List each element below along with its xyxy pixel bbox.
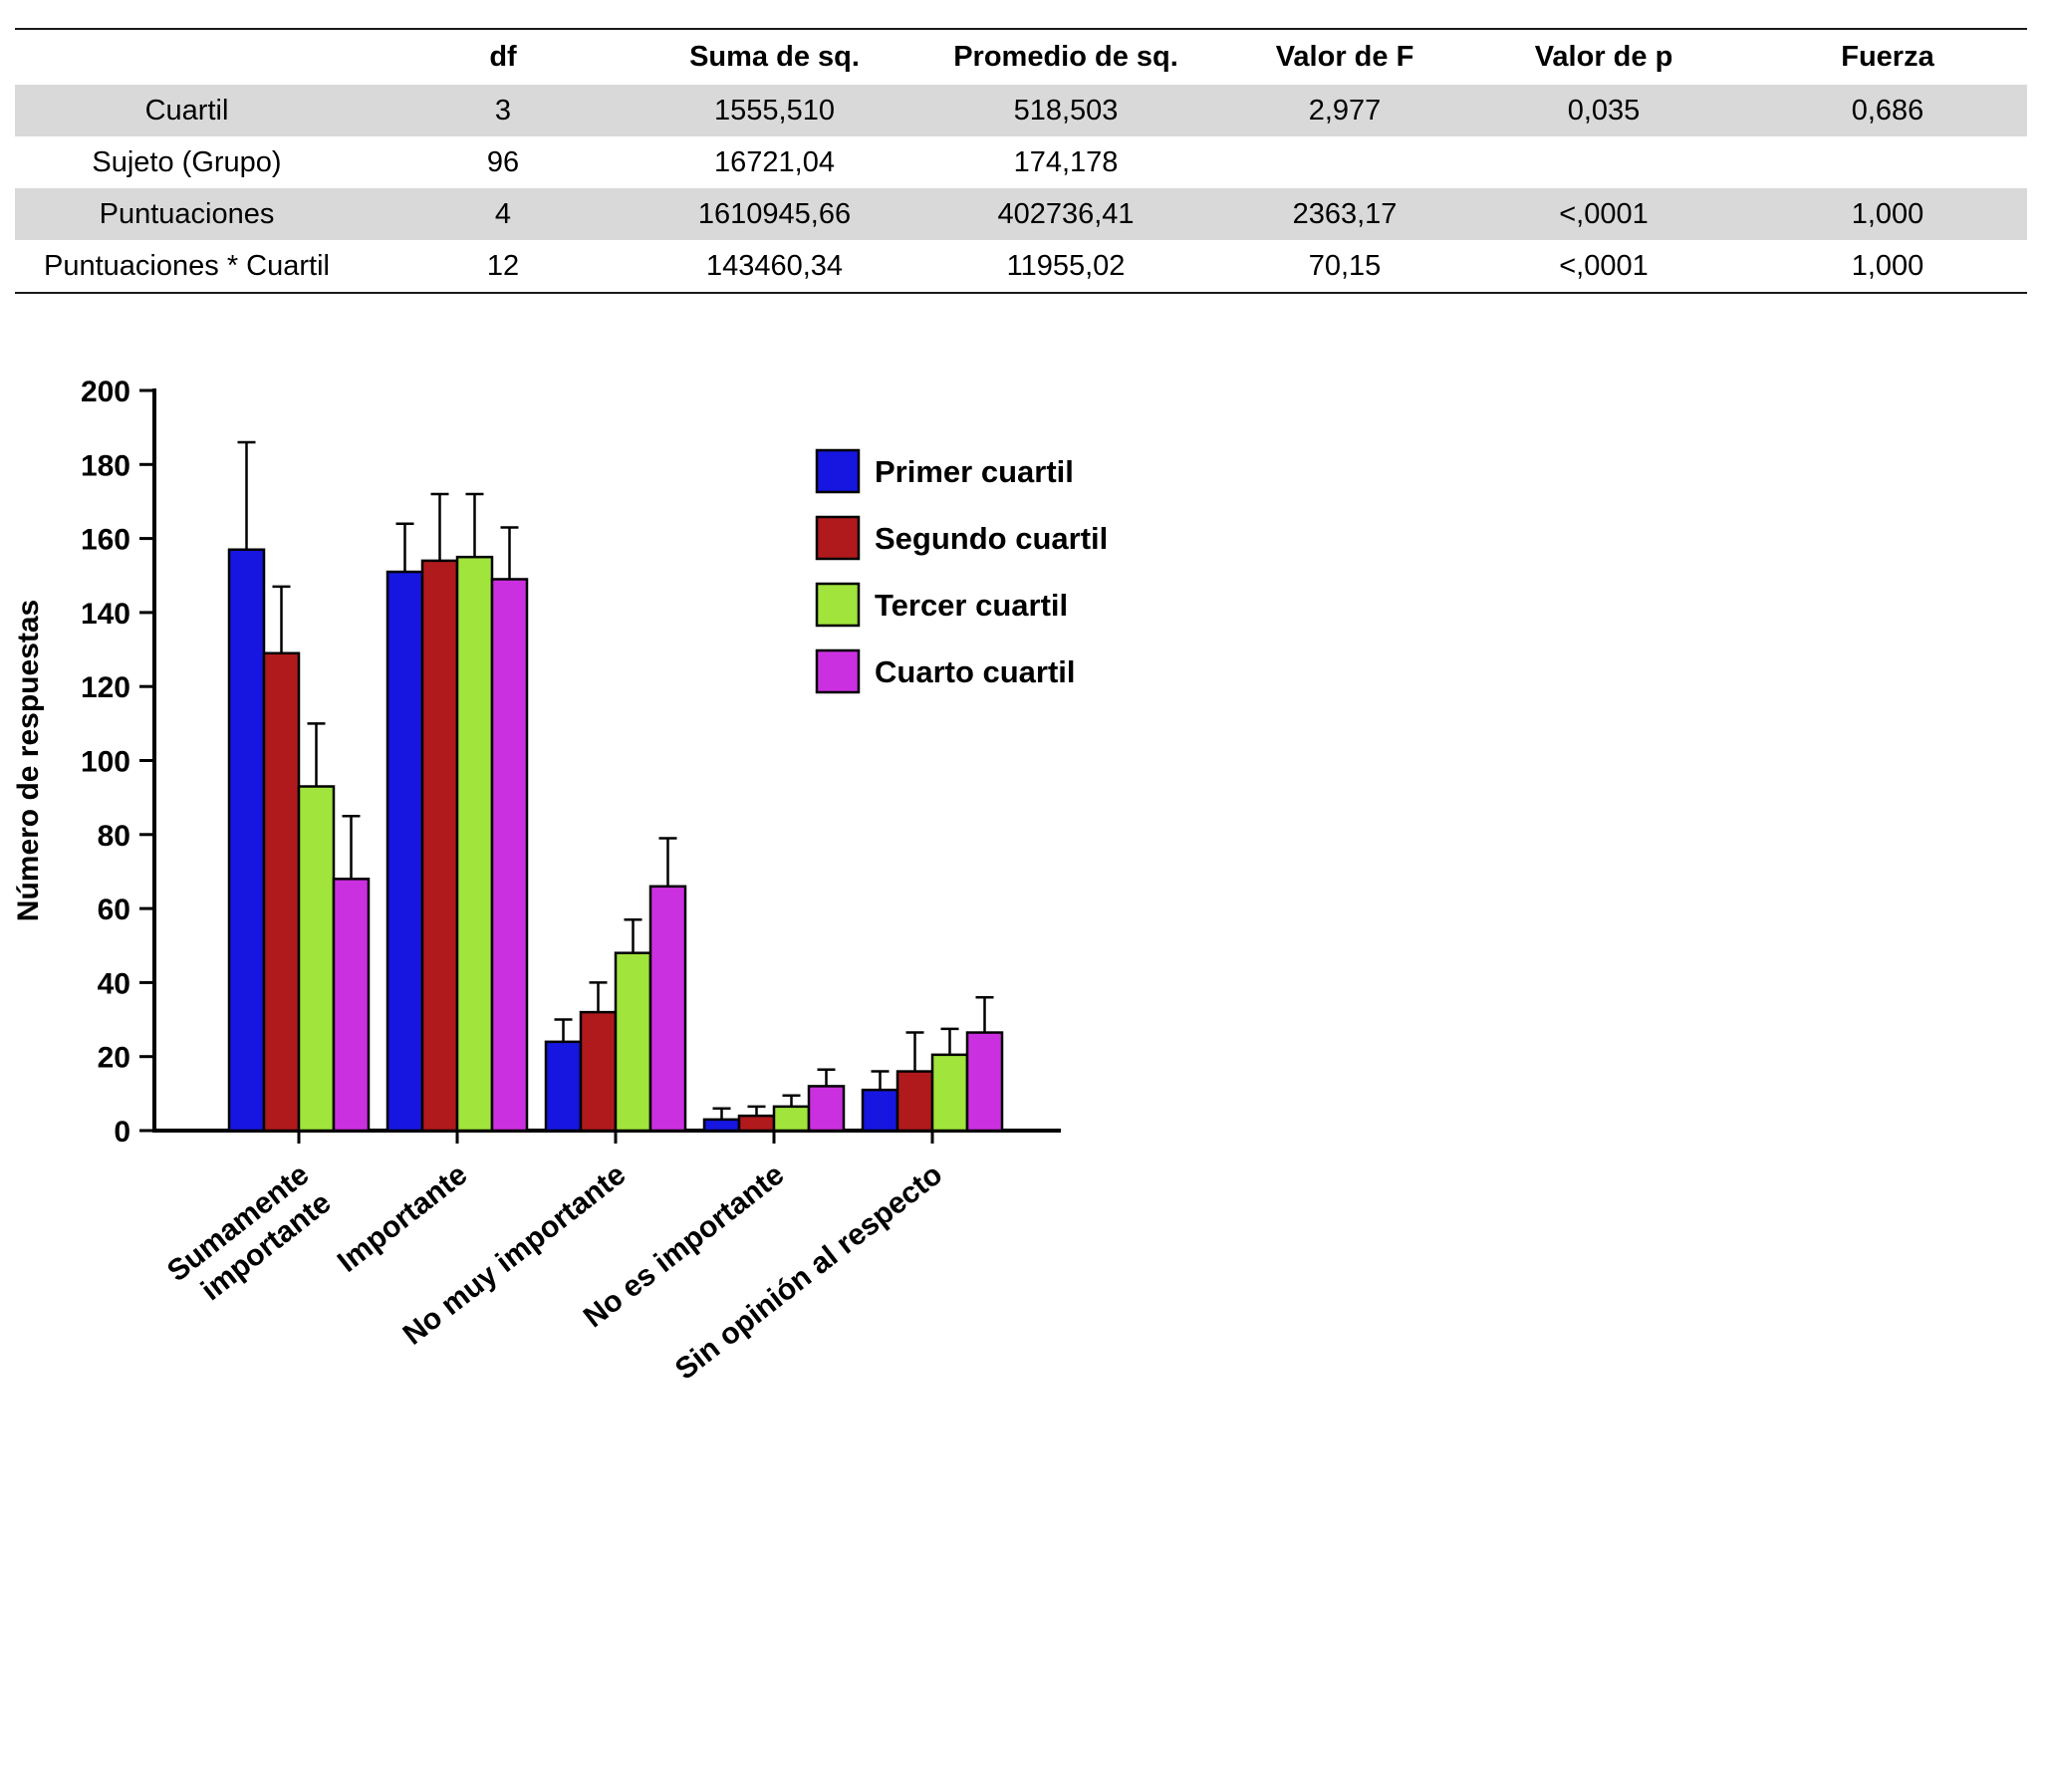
bar [737, 1114, 776, 1133]
y-tick-label: 20 [98, 1042, 130, 1075]
table-cell: 1,000 [1851, 197, 1924, 230]
table-cell [1459, 136, 1748, 188]
table-cell: 143460,34 [705, 249, 844, 282]
anova-column-header: Fuerza [1841, 41, 1934, 73]
legend-swatch [815, 448, 861, 494]
x-category-label: Importante [332, 1158, 473, 1279]
legend-label: Cuarto cuartil [875, 654, 1076, 689]
table-cell: 0,035 [1567, 94, 1641, 127]
bar [648, 885, 687, 1133]
table-row: Cuartil 3 1555,510 518,503 2,977 0,035 0,686 [15, 85, 2027, 136]
y-tick-label: 180 [81, 449, 130, 482]
anova-column-header: Valor de p [1534, 41, 1673, 73]
table-cell: 174,178 [1013, 145, 1119, 178]
y-axis-title: Número de respuestas [12, 600, 45, 921]
y-tick-label: 100 [81, 746, 130, 779]
legend-label: Tercer cuartil [875, 588, 1068, 623]
anova-header-row: df Suma de sq. Promedio de sq. Valor de F Va… [15, 29, 2027, 85]
table-cell: 70,15 [1308, 249, 1382, 282]
bar [297, 785, 336, 1133]
anova-column-header: df [489, 41, 517, 73]
bar [490, 578, 529, 1133]
x-category-label: Sumamenteimportante [161, 1158, 337, 1317]
y-tick-label: 60 [98, 894, 130, 926]
grouped-bar-chart: 0 20 40 60 80 100 120 140 160 180 200 Sumamenteimpo… [12, 376, 1108, 1387]
table-cell: 0,686 [1851, 94, 1924, 127]
table-cell: 2363,17 [1292, 197, 1398, 230]
row-label: Cuartil [144, 94, 229, 127]
table-cell [1230, 136, 1459, 188]
legend-swatch [815, 582, 861, 628]
legend-label: Segundo cuartil [875, 521, 1108, 556]
y-tick-label: 0 [114, 1116, 130, 1149]
bar [930, 1053, 969, 1133]
anova-column-header [15, 29, 359, 85]
anova-column-header: Promedio de sq. [953, 41, 1178, 73]
table-cell: 96 [486, 145, 520, 178]
table-cell: 1610945,66 [697, 197, 852, 230]
bar [420, 559, 459, 1133]
bar [614, 951, 652, 1133]
bar [332, 878, 371, 1133]
table-cell: 1,000 [1851, 249, 1924, 282]
legend-label: Primer cuartil [875, 454, 1074, 489]
table-cell: 4 [494, 197, 512, 230]
table-cell: <,0001 [1559, 249, 1649, 282]
table-row: Sujeto (Grupo) 96 16721,04 174,178 [15, 136, 2027, 188]
anova-column-header: Suma de sq. [689, 41, 860, 73]
table-row: Puntuaciones 4 1610945,66 402736,41 2363,17 <… [15, 188, 2027, 240]
row-label: Sujeto (Grupo) [92, 145, 282, 178]
anova-table: df Suma de sq. Promedio de sq. Valor de F Va… [15, 28, 2027, 294]
bar [262, 651, 301, 1133]
table-cell: 3 [494, 94, 512, 127]
row-label: Puntuaciones * Cuartil [44, 249, 330, 282]
table-cell: 402736,41 [997, 197, 1135, 230]
table-cell: 16721,04 [714, 145, 835, 178]
bar [455, 555, 494, 1133]
table-cell: 11955,02 [1006, 249, 1126, 282]
table-cell: 12 [486, 249, 520, 282]
bar [895, 1070, 934, 1133]
bar [702, 1118, 741, 1133]
y-tick-label: 40 [98, 967, 130, 1000]
y-tick-label: 80 [98, 820, 130, 853]
row-label: Puntuaciones [99, 197, 275, 230]
bar [544, 1040, 583, 1133]
table-cell: 518,503 [1013, 94, 1119, 127]
legend-swatch [815, 515, 861, 561]
bar [807, 1085, 846, 1133]
y-tick-label: 120 [81, 671, 130, 704]
y-tick-label: 200 [81, 376, 130, 408]
bar [965, 1031, 1004, 1133]
table-cell: 1555,510 [714, 94, 835, 127]
bar [227, 548, 266, 1133]
bar [385, 570, 424, 1133]
y-tick-label: 160 [81, 524, 130, 557]
table-cell: 2,977 [1308, 94, 1382, 127]
anova-column-header: Valor de F [1275, 41, 1414, 73]
bar [861, 1088, 899, 1133]
x-category-label: Sin opinión al respecto [669, 1158, 948, 1387]
y-tick-label: 140 [81, 598, 130, 631]
table-cell: <,0001 [1559, 197, 1649, 230]
bar [579, 1010, 618, 1133]
bar [772, 1105, 811, 1133]
legend-swatch [815, 648, 861, 694]
table-cell [1748, 136, 2027, 188]
table-row: Puntuaciones * Cuartil 12 143460,34 11955,0… [15, 240, 2027, 293]
